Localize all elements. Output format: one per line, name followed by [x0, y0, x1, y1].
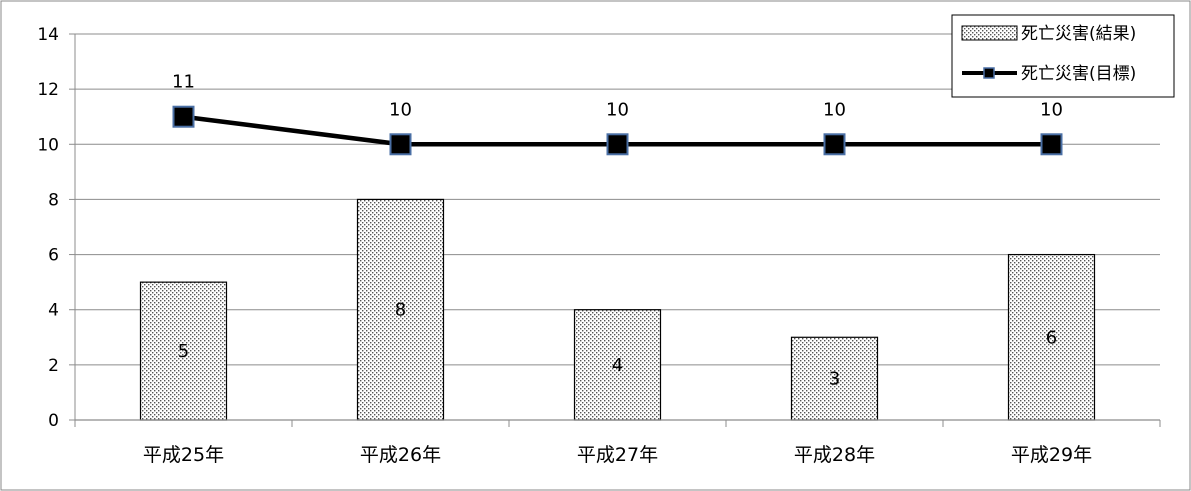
bar-value-label: 5 — [178, 341, 189, 362]
y-tick-label: 8 — [48, 190, 59, 210]
legend: 死亡災害(結果) 死亡災害(目標) — [951, 14, 1175, 98]
x-tick-label: 平成27年 — [577, 444, 658, 466]
line-value-label: 10 — [389, 99, 412, 120]
line-value-label: 10 — [823, 99, 846, 120]
y-tick-label: 14 — [37, 25, 59, 45]
legend-bar-swatch — [961, 25, 1018, 41]
bar — [1007, 253, 1096, 421]
legend-line-marker — [983, 67, 995, 79]
y-tick-label: 12 — [37, 80, 59, 100]
line-marker — [606, 133, 629, 156]
bar-value-label: 3 — [829, 369, 840, 390]
y-tick-label: 10 — [37, 135, 59, 155]
bar — [573, 309, 662, 421]
bar-value-label: 8 — [395, 300, 406, 321]
x-tick-label: 平成25年 — [143, 444, 224, 466]
line-value-label: 11 — [172, 72, 195, 93]
x-tick-label: 平成29年 — [1011, 444, 1092, 466]
line-marker — [1040, 133, 1063, 156]
bar-value-label: 4 — [612, 355, 623, 376]
legend-bar-label: 死亡災害(結果) — [1021, 24, 1136, 44]
x-tick-label: 平成26年 — [360, 444, 441, 466]
line-marker — [823, 133, 846, 156]
line-value-label: 10 — [1040, 99, 1063, 120]
bar — [139, 281, 228, 421]
line-marker — [389, 133, 412, 156]
line-series — [172, 105, 1063, 156]
bar — [356, 198, 445, 421]
y-axis: 0 2 4 6 8 10 12 14 — [37, 25, 76, 431]
y-tick-label: 6 — [48, 246, 59, 266]
y-tick-label: 0 — [48, 411, 59, 431]
y-tick-label: 4 — [48, 301, 59, 321]
x-tick-label: 平成28年 — [794, 444, 875, 466]
bar-data-labels: 5 8 4 3 6 — [178, 300, 1057, 390]
x-axis: 平成25年 平成26年 平成27年 平成28年 平成29年 — [74, 419, 1161, 466]
bar-value-label: 6 — [1046, 327, 1057, 348]
legend-line-label: 死亡災害(目標) — [1021, 64, 1136, 84]
line-marker — [172, 105, 195, 128]
line-data-labels: 11 10 10 10 10 — [172, 72, 1063, 121]
bar-series — [139, 198, 1096, 421]
y-tick-label: 2 — [48, 356, 59, 376]
line-value-label: 10 — [606, 99, 629, 120]
bar — [790, 336, 879, 421]
